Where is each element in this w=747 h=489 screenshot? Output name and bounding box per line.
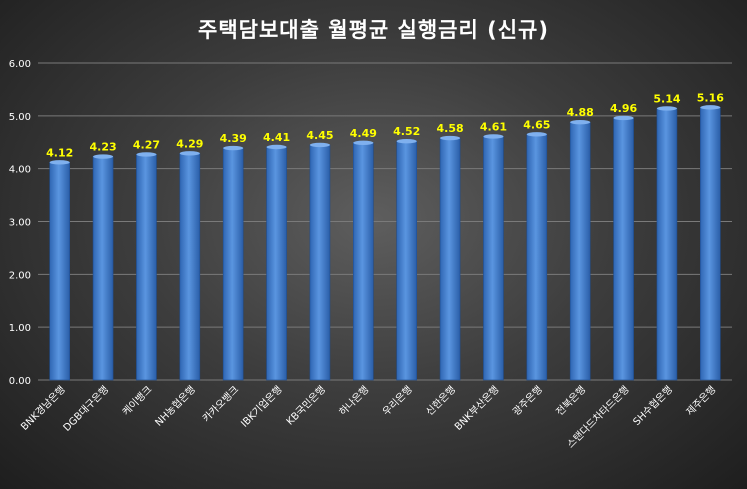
x-tick-label: 하나은행 [336,383,371,418]
bar [439,137,461,381]
bar-top [440,135,461,141]
data-label: 4.96 [610,102,637,115]
data-label: 4.23 [89,141,116,154]
data-label: 4.58 [436,122,463,135]
x-tick-label: SH수협은행 [630,383,675,428]
bar [136,154,157,381]
data-label: 5.16 [697,91,724,104]
y-tick-label: 0.00 [9,376,31,387]
data-label: 4.61 [480,120,507,133]
x-tick-label: IBK기업은행 [238,383,285,430]
data-label: 4.29 [176,137,203,150]
bar [179,153,201,381]
x-tick-label: BNK부산은행 [452,384,501,433]
y-tick-label: 1.00 [9,323,31,334]
data-label: 4.45 [306,129,333,142]
data-label: 4.39 [220,132,247,145]
data-label: 4.49 [350,127,377,140]
data-label: 4.27 [133,138,160,151]
bar [49,162,70,381]
x-tick-label: BNK경남은행 [18,383,68,433]
y-tick-label: 5.00 [9,112,31,123]
x-tick-label: 전북은행 [554,384,589,419]
bar [613,117,634,381]
x-tick-label: NH농협은행 [152,383,198,429]
bar-top [179,151,200,156]
bar [396,140,417,381]
y-tick-label: 2.00 [9,270,31,281]
bar-top [223,145,244,151]
y-tick-label: 3.00 [9,218,31,229]
y-tick-label: 6.00 [9,59,31,70]
data-label: 5.14 [653,92,680,105]
bar [92,156,114,381]
data-label: 4.88 [567,106,594,119]
bar-top [266,144,287,150]
data-label: 4.12 [46,146,73,159]
bar [266,146,287,381]
bar-top [136,152,157,157]
bar-top [613,115,634,121]
bar-top [700,105,721,110]
bar [700,107,721,381]
bar-top [483,134,504,139]
bar [526,134,548,381]
bar-top [353,140,374,145]
bar-top [49,160,70,165]
bars [49,105,721,381]
bar-top [93,154,114,159]
x-tick-label: 신한은행 [424,384,459,419]
bar-top [396,138,417,144]
x-tick-label: 제주은행 [684,384,719,419]
bar [222,147,244,381]
x-tick-label: 카카오뱅크 [200,384,241,425]
bar [353,142,374,381]
value-labels: 4.12 4.23 4.27 4.29 4.39 4.41 4.45 4.49 4.52 4.58… [46,91,724,159]
bar [483,136,504,381]
data-label: 4.41 [263,131,290,144]
x-tick-label: 우리은행 [380,384,415,419]
x-tick-label: 케이뱅크 [120,384,155,419]
data-label: 4.52 [393,125,420,138]
bar-top [656,106,677,111]
bar [309,144,331,381]
bar-top [309,142,330,148]
x-tick-label: DGB대구은행 [61,384,111,434]
bar-top [526,132,547,137]
x-tick-label: KB국민은행 [284,384,328,428]
x-tick-label: 광주은행 [510,384,545,419]
bar [656,108,678,381]
data-label: 4.65 [523,118,550,131]
bar-top [570,119,591,125]
bar [569,121,591,381]
chart-title: 주택담보대출 월평균 실행금리 (신규) [198,18,549,42]
y-tick-label: 4.00 [9,165,31,176]
y-axis-ticks: 0.00 1.00 2.00 3.00 4.00 5.00 6.00 [9,59,31,387]
